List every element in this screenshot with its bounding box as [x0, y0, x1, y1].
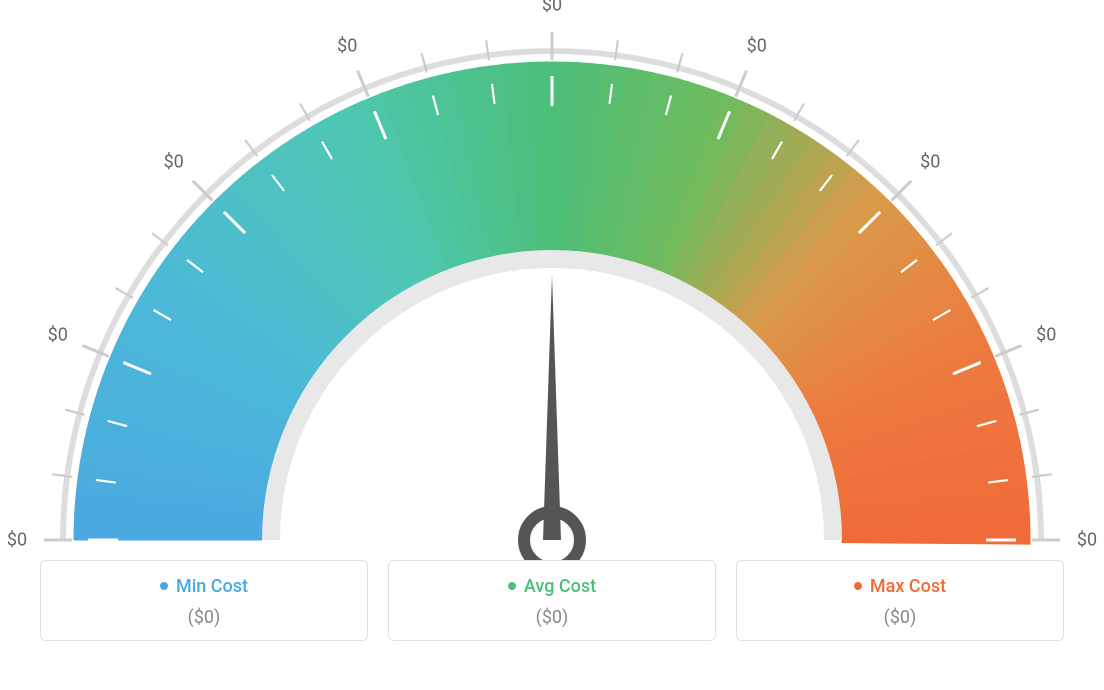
gauge-scale-label: $0 [164, 151, 184, 172]
legend-value: ($0) [747, 607, 1053, 628]
legend-title: Avg Cost [508, 576, 596, 597]
legend-row: Min Cost ($0) Avg Cost ($0) Max Cost ($0) [0, 560, 1104, 641]
gauge-scale-label: $0 [1036, 325, 1056, 346]
gauge-scale-label: $0 [48, 325, 68, 346]
legend-dot-icon [854, 582, 862, 590]
legend-title-text: Avg Cost [524, 576, 596, 597]
gauge-scale-label: $0 [1077, 530, 1097, 551]
gauge-scale-label: $0 [7, 530, 27, 551]
gauge-scale-label: $0 [747, 35, 767, 56]
legend-card: Avg Cost ($0) [388, 560, 716, 641]
gauge-chart: $0 $0 $0 $0 $0 $0 $0 $0 $0 [0, 0, 1104, 560]
legend-card: Max Cost ($0) [736, 560, 1064, 641]
gauge-scale-label: $0 [542, 0, 562, 16]
legend-card: Min Cost ($0) [40, 560, 368, 641]
legend-title-text: Max Cost [870, 576, 946, 597]
gauge-scale-label: $0 [337, 35, 357, 56]
legend-title: Max Cost [854, 576, 946, 597]
legend-title-text: Min Cost [176, 576, 248, 597]
legend-title: Min Cost [160, 576, 248, 597]
legend-dot-icon [160, 582, 168, 590]
legend-value: ($0) [399, 607, 705, 628]
legend-value: ($0) [51, 607, 357, 628]
legend-dot-icon [508, 582, 516, 590]
gauge-svg [0, 0, 1104, 560]
gauge-scale-label: $0 [920, 151, 940, 172]
